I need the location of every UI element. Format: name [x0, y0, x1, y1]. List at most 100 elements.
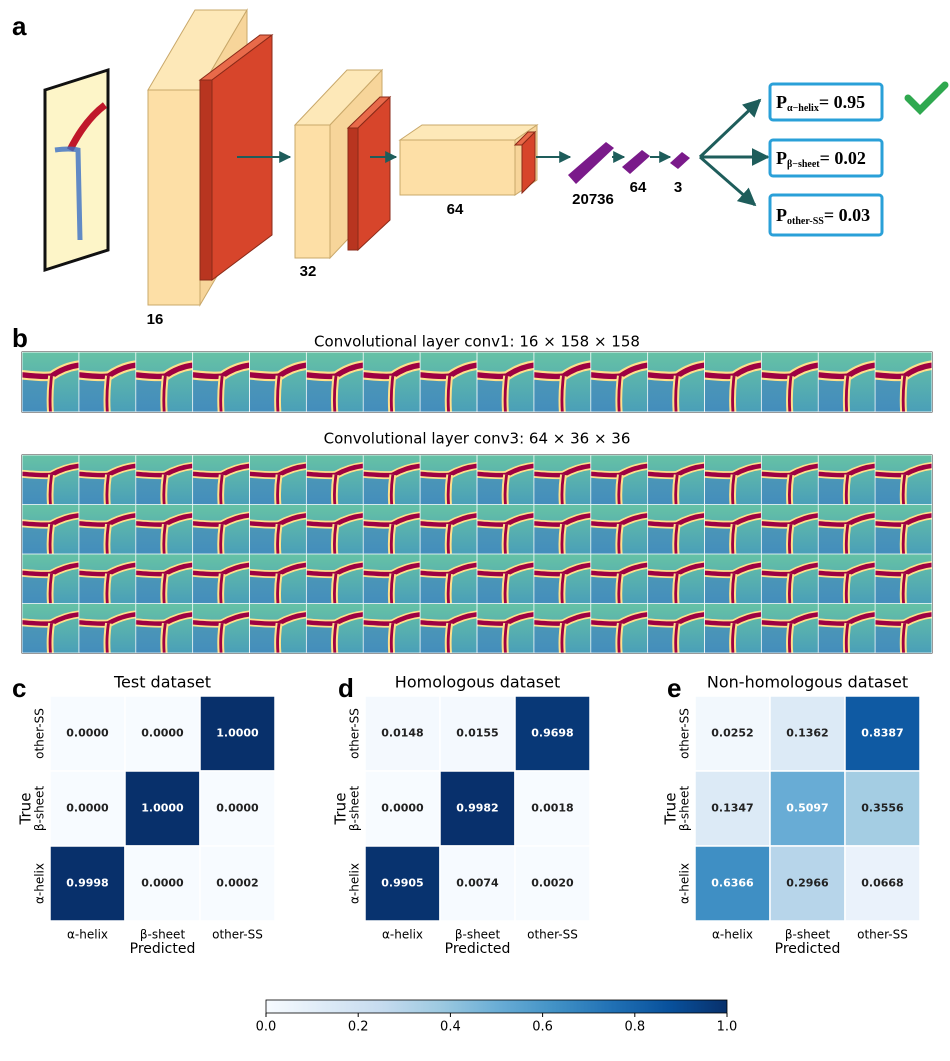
feature-map	[363, 352, 420, 412]
cell-label: 0.0668	[861, 877, 903, 890]
feature-map	[477, 352, 534, 412]
prob-value: = 0.95	[819, 92, 865, 112]
cell-label: 0.0000	[141, 727, 184, 740]
feature-map	[818, 505, 875, 555]
cell-label: 0.6366	[711, 877, 754, 890]
cell-label: 0.1362	[786, 727, 828, 740]
feature-map	[875, 554, 932, 604]
colorbar	[266, 1000, 727, 1013]
panel-label: e	[667, 673, 681, 703]
feature-map	[193, 554, 250, 604]
colorbar-tick-label: 0.0	[256, 1020, 277, 1035]
cell-label: 0.0000	[141, 877, 184, 890]
feature-map	[705, 455, 762, 505]
feature-map	[306, 455, 363, 505]
y-tick-label: β-sheet	[678, 786, 692, 832]
checkmark	[908, 85, 945, 110]
panel-label: b	[12, 323, 28, 353]
layer-title: Convolutional layer conv3: 64 × 36 × 36	[324, 430, 631, 448]
colorbar-tick-label: 0.2	[348, 1020, 369, 1035]
feature-map	[136, 455, 193, 505]
layer-title: Convolutional layer conv1: 16 × 158 × 15…	[314, 333, 640, 351]
x-tick-label: α-helix	[67, 928, 108, 942]
feature-map	[136, 604, 193, 654]
feature-map	[193, 505, 250, 555]
feature-map	[705, 554, 762, 604]
feature-map	[534, 455, 591, 505]
cell-label: 0.0018	[531, 802, 573, 815]
feature-map	[193, 352, 250, 412]
feature-map	[648, 554, 705, 604]
prob-subscript: β−sheet	[787, 159, 820, 170]
x-tick-label: other-SS	[212, 928, 263, 942]
y-tick-label: other-SS	[33, 708, 47, 759]
cell-label: 0.2966	[786, 877, 829, 890]
y-tick-label: β-sheet	[348, 786, 362, 832]
feature-map	[306, 352, 363, 412]
prob-symbol: P	[776, 205, 787, 225]
cell-label: 0.0155	[456, 727, 498, 740]
panel-label: d	[338, 673, 354, 703]
feature-map	[761, 352, 818, 412]
feature-map	[136, 505, 193, 555]
prob-symbol: P	[776, 148, 787, 168]
cell-label: 0.0000	[216, 802, 259, 815]
feature-map	[477, 604, 534, 654]
cell-label: 0.0000	[66, 802, 109, 815]
feature-map	[79, 455, 136, 505]
cell-label: 1.0000	[141, 802, 184, 815]
y-tick-label: other-SS	[678, 708, 692, 759]
feature-map	[648, 455, 705, 505]
cell-label: 0.9998	[66, 877, 108, 890]
chart-title: Homologous dataset	[395, 673, 560, 692]
feature-map	[705, 604, 762, 654]
cell-label: 0.0020	[531, 877, 574, 890]
feature-map	[22, 505, 79, 555]
feature-map	[534, 554, 591, 604]
feature-map	[306, 604, 363, 654]
x-tick-label: other-SS	[857, 928, 908, 942]
layer-size: 64	[630, 179, 647, 196]
feature-map	[534, 352, 591, 412]
feature-map	[761, 554, 818, 604]
feature-map	[79, 604, 136, 654]
dense-layer	[568, 142, 690, 184]
feature-map	[761, 505, 818, 555]
feature-map	[79, 505, 136, 555]
feature-map	[363, 455, 420, 505]
feature-map	[420, 505, 477, 555]
feature-map	[22, 604, 79, 654]
feature-map	[22, 352, 79, 412]
feature-map	[79, 352, 136, 412]
feature-map	[477, 455, 534, 505]
cell-label: 0.0074	[456, 877, 499, 890]
chart-title: Non-homologous dataset	[707, 673, 908, 692]
colorbar-tick-label: 0.4	[440, 1020, 461, 1035]
feature-map	[79, 554, 136, 604]
cell-label: 0.0000	[66, 727, 109, 740]
feature-map	[420, 554, 477, 604]
feature-map	[363, 604, 420, 654]
feature-map	[250, 505, 307, 555]
cell-label: 0.3556	[861, 802, 904, 815]
layer-size: 3	[674, 179, 682, 196]
feature-map	[306, 554, 363, 604]
feature-map	[250, 352, 307, 412]
x-tick-label: β-sheet	[785, 928, 831, 942]
chart-title: Test dataset	[113, 673, 211, 692]
x-axis-label: Predicted	[775, 941, 841, 957]
feature-map	[705, 352, 762, 412]
x-axis-label: Predicted	[130, 941, 196, 957]
feature-map	[591, 352, 648, 412]
feature-map	[534, 505, 591, 555]
x-tick-label: β-sheet	[140, 928, 186, 942]
colorbar-tick-label: 0.6	[532, 1020, 553, 1035]
cell-label: 0.0000	[381, 802, 424, 815]
feature-map	[875, 604, 932, 654]
x-axis-label: Predicted	[445, 941, 511, 957]
feature-map	[250, 554, 307, 604]
feature-map	[22, 455, 79, 505]
feature-map	[648, 505, 705, 555]
cell-label: 1.0000	[216, 727, 259, 740]
feature-map	[250, 604, 307, 654]
